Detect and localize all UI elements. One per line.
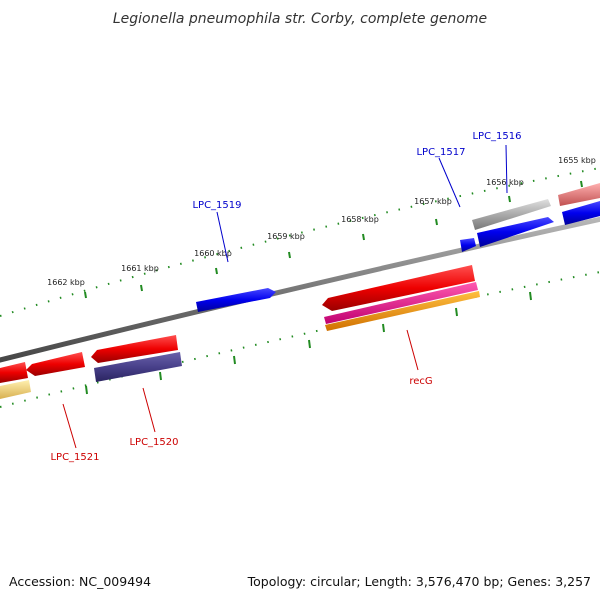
ruler-label: 1660 kbp <box>194 249 232 258</box>
gene-recg[interactable] <box>322 265 475 311</box>
gene-gray[interactable] <box>472 199 551 230</box>
map-title: Legionella pneumophila str. Corby, compl… <box>113 11 487 27</box>
ruler-label: 1658 kbp <box>341 215 379 224</box>
gene-label-lpc-1516: LPC_1516 <box>472 131 521 142</box>
inner-ruler-major-ticks <box>85 291 532 395</box>
label-leaders <box>62 144 508 449</box>
ruler-label: 1659 kbp <box>267 232 305 241</box>
ruler-label: 1656 kbp <box>486 178 524 187</box>
gene-lpc-1517[interactable] <box>460 238 476 252</box>
accession-text: Accession: NC_009494 <box>9 574 151 589</box>
genome-summary-text: Topology: circular; Length: 3,576,470 bp… <box>247 574 591 589</box>
gene-lpc-1521[interactable] <box>26 352 85 376</box>
gene-label-lpc-1519: LPC_1519 <box>192 200 241 211</box>
gene-lpc-1520-red[interactable] <box>91 335 178 363</box>
gene-orange[interactable] <box>325 291 480 331</box>
gene-blue-edge[interactable] <box>562 201 600 225</box>
gene-label-lpc-1521: LPC_1521 <box>50 452 99 463</box>
gene-lpc-1516[interactable] <box>477 217 554 247</box>
gene-edge-yellow[interactable] <box>0 380 31 399</box>
gene-lpc-1520[interactable] <box>94 352 182 382</box>
outer-ruler-major-ticks <box>84 180 583 299</box>
gene-label-lpc-1520: LPC_1520 <box>129 437 178 448</box>
outer-ruler <box>0 167 600 317</box>
ruler-label: 1657 kbp <box>414 197 452 206</box>
gene-magenta[interactable] <box>324 282 478 324</box>
ruler-label: 1655 kbp <box>558 156 596 165</box>
ruler-label: 1662 kbp <box>47 278 85 287</box>
gene-edge-red[interactable] <box>0 362 28 383</box>
gene-label-lpc-1517: LPC_1517 <box>416 147 465 158</box>
genome-backbone <box>0 216 600 363</box>
gene-pink[interactable] <box>558 183 600 206</box>
gene-lpc-1519[interactable] <box>196 288 276 312</box>
gene-label-recg: recG <box>409 376 432 387</box>
ruler-label: 1661 kbp <box>121 264 159 273</box>
